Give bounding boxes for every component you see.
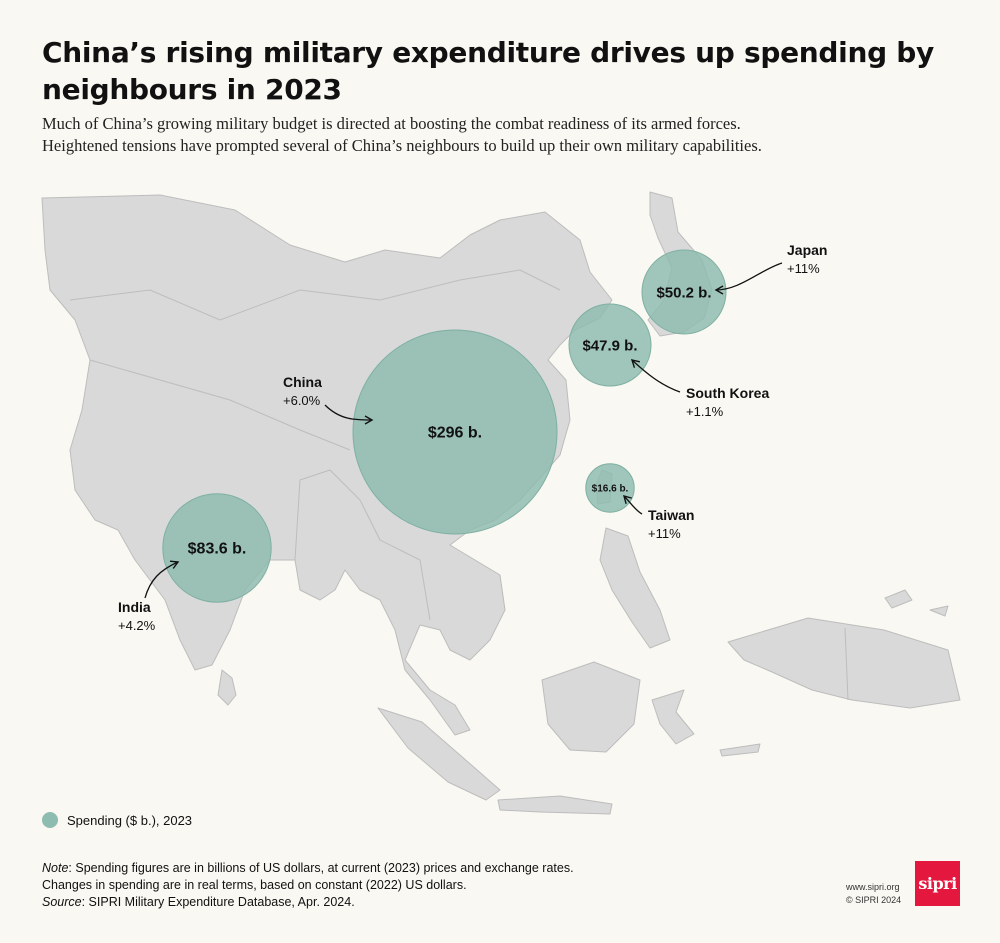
callout-arrow-taiwan <box>623 495 643 515</box>
note-line: Note: Spending figures are in billions o… <box>42 860 574 877</box>
borders <box>69 269 849 701</box>
sipri-logo: sipri <box>915 861 960 906</box>
country-change-india: +4.2% <box>118 618 156 633</box>
bubble-label-japan: $50.2 b. <box>656 284 711 301</box>
mainland-asia <box>41 194 613 736</box>
footnotes: Note: Spending figures are in billions o… <box>42 860 574 911</box>
legend: Spending ($ b.), 2023 <box>42 812 192 828</box>
note-prefix: Note <box>42 861 69 875</box>
bubble-india <box>162 493 272 603</box>
callout-arrow-south-korea <box>630 359 681 393</box>
callouts: China +6.0% India +4.2% Japan +11% South Korea… <box>118 242 827 633</box>
source-line: Source: SIPRI Military Expenditure Datab… <box>42 894 574 911</box>
callout-arrow-india <box>144 560 180 599</box>
sumatra <box>377 707 501 801</box>
page-title: China’s rising military expenditure driv… <box>42 36 934 106</box>
bubble-taiwan <box>585 463 635 513</box>
bubble-label-south-korea: $47.9 b. <box>582 337 637 354</box>
country-change-taiwan: +11% <box>648 526 681 541</box>
bubble-japan <box>641 249 727 335</box>
landmass <box>41 191 961 815</box>
note-line-2: Changes in spending are in real terms, b… <box>42 878 467 892</box>
country-name-south-korea: South Korea <box>686 385 769 401</box>
philippines <box>599 527 671 649</box>
legend-swatch <box>42 812 58 828</box>
java <box>497 795 613 815</box>
country-change-japan: +11% <box>787 261 820 276</box>
bubble-label-india: $83.6 b. <box>188 541 247 558</box>
bubble-label-china: $296 b. <box>428 425 482 442</box>
country-change-south-korea: +1.1% <box>686 404 724 419</box>
country-change-china: +6.0% <box>283 393 321 408</box>
sulawesi <box>651 689 695 745</box>
page-subtitle: Much of China’s growing military budget … <box>42 113 942 157</box>
borneo <box>541 661 641 753</box>
credit-url[interactable]: www.sipri.org <box>846 882 900 892</box>
bubble-label-taiwan: $16.6 b. <box>592 484 629 495</box>
note-text: : Spending figures are in billions of US… <box>68 861 574 875</box>
small-islands <box>719 589 949 757</box>
bubbles: $296 b. $83.6 b. $50.2 b. $47.9 b. $16.6 b. <box>162 249 727 603</box>
country-name-japan: Japan <box>787 242 827 258</box>
country-name-china: China <box>283 374 322 390</box>
legend-label: Spending ($ b.), 2023 <box>67 812 193 828</box>
credit: www.sipri.org © SIPRI 2024 <box>846 881 901 907</box>
source-text: : SIPRI Military Expenditure Database, A… <box>81 895 355 909</box>
subtitle-line-1: Much of China’s growing military budget … <box>42 114 741 133</box>
credit-copyright: © SIPRI 2024 <box>846 895 902 905</box>
subtitle-line-2: Heightened tensions have prompted severa… <box>42 136 762 155</box>
country-name-taiwan: Taiwan <box>648 507 694 523</box>
country-name-india: India <box>118 599 151 615</box>
sri-lanka <box>217 669 237 706</box>
bubble-china <box>352 329 558 535</box>
source-prefix: Source <box>42 895 82 909</box>
callout-arrow-japan <box>714 262 783 295</box>
new-guinea <box>727 617 961 709</box>
bubble-south-korea <box>568 303 652 387</box>
callout-arrow-china <box>324 404 374 425</box>
